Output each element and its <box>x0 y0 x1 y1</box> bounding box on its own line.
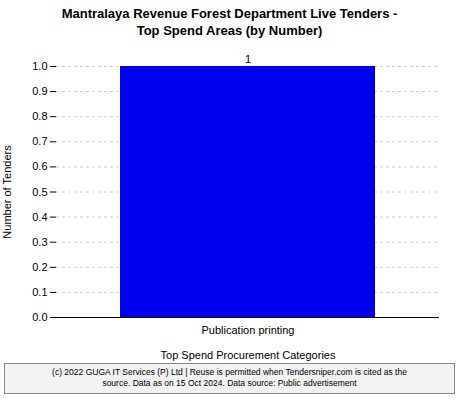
svg-text:0.5: 0.5 <box>32 185 47 197</box>
svg-text:0.4: 0.4 <box>32 210 47 222</box>
svg-text:Number of Tenders: Number of Tenders <box>1 145 13 239</box>
svg-text:Publication printing: Publication printing <box>202 324 295 336</box>
svg-text:0.8: 0.8 <box>32 110 47 122</box>
svg-text:0.2: 0.2 <box>32 261 47 273</box>
svg-text:0.9: 0.9 <box>32 85 47 97</box>
svg-text:0.7: 0.7 <box>32 135 47 147</box>
html-text:source. Data as on 15 Oct 2024: source. Data as on 15 Oct 2024. Data sou… <box>102 378 357 389</box>
svg-text:Top Spend Procurement Categori: Top Spend Procurement Categories <box>161 348 336 360</box>
svg-text:0.6: 0.6 <box>32 160 47 172</box>
html-text:Mantralaya Revenue Forest Depa: Mantralaya Revenue Forest Department Liv… <box>61 6 398 38</box>
html-text:(c) 2022 GUGA IT Services (P): (c) 2022 GUGA IT Services (P) Ltd | Reus… <box>52 366 407 377</box>
svg-text:1: 1 <box>245 52 251 64</box>
svg-text:0.3: 0.3 <box>32 236 47 248</box>
svg-text:0.1: 0.1 <box>32 286 47 298</box>
svg-text:1.0: 1.0 <box>32 60 47 72</box>
svg-text:0.0: 0.0 <box>32 311 47 323</box>
